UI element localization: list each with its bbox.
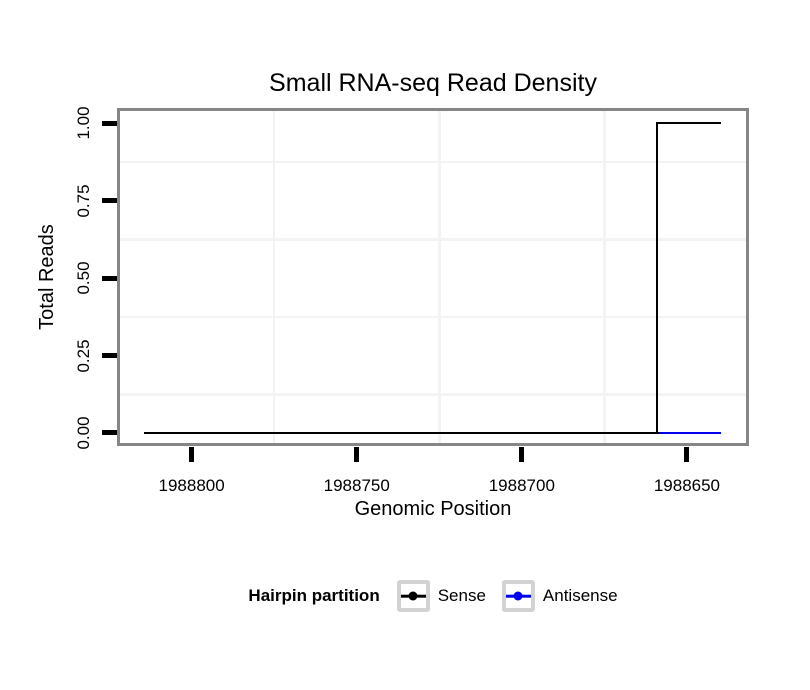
x-axis-tick-label: 1988700	[488, 476, 555, 495]
y-axis-tick	[102, 353, 117, 359]
legend: Hairpin partition Sense Antisense	[117, 579, 749, 613]
series-segment-sense	[144, 431, 659, 435]
minor-gridline-horizontal	[120, 315, 746, 319]
minor-gridline-vertical	[438, 111, 441, 443]
minor-gridline-vertical	[603, 111, 606, 443]
y-axis-title: Total Reads	[36, 224, 58, 330]
x-axis-tick-label: 1988800	[158, 476, 225, 495]
x-axis-tick	[519, 447, 525, 462]
y-axis-tick	[102, 120, 117, 126]
chart-title: Small RNA-seq Read Density	[269, 69, 597, 97]
minor-gridline-horizontal	[120, 393, 746, 396]
legend-title: Hairpin partition	[248, 586, 380, 605]
legend-key-sense-icon	[396, 580, 430, 612]
x-axis-tick	[189, 447, 195, 462]
series-segment-sense	[655, 121, 722, 125]
legend-item-sense: Sense	[396, 580, 486, 612]
y-axis-tick-label: 0.00	[74, 416, 93, 450]
y-axis-tick	[102, 198, 117, 204]
minor-gridline-vertical	[272, 111, 276, 443]
minor-gridline-horizontal	[120, 238, 746, 241]
legend-key-dot	[513, 591, 523, 601]
x-axis-tick	[684, 447, 690, 462]
x-axis-tick-label: 1988650	[653, 476, 721, 495]
minor-gridline-horizontal	[120, 160, 746, 164]
x-axis-title: Genomic Position	[354, 498, 512, 520]
y-axis-tick	[102, 275, 117, 281]
plot-panel	[117, 108, 749, 446]
y-axis-tick-label: 0.25	[74, 338, 93, 373]
y-axis-tick-label: 0.50	[74, 261, 93, 295]
legend-item-antisense: Antisense	[501, 580, 618, 612]
x-axis-tick-label: 1988750	[323, 476, 390, 495]
legend-label-antisense: Antisense	[542, 586, 618, 605]
series-segment-sense	[655, 121, 659, 435]
y-axis-tick	[102, 430, 117, 436]
y-axis-tick-label: 0.75	[74, 184, 93, 218]
y-axis-tick-label: 1.00	[74, 106, 93, 140]
legend-label-sense: Sense	[437, 586, 486, 605]
legend-key-antisense-icon	[501, 580, 535, 612]
legend-key-dot	[408, 591, 418, 601]
x-axis-tick	[354, 447, 360, 462]
